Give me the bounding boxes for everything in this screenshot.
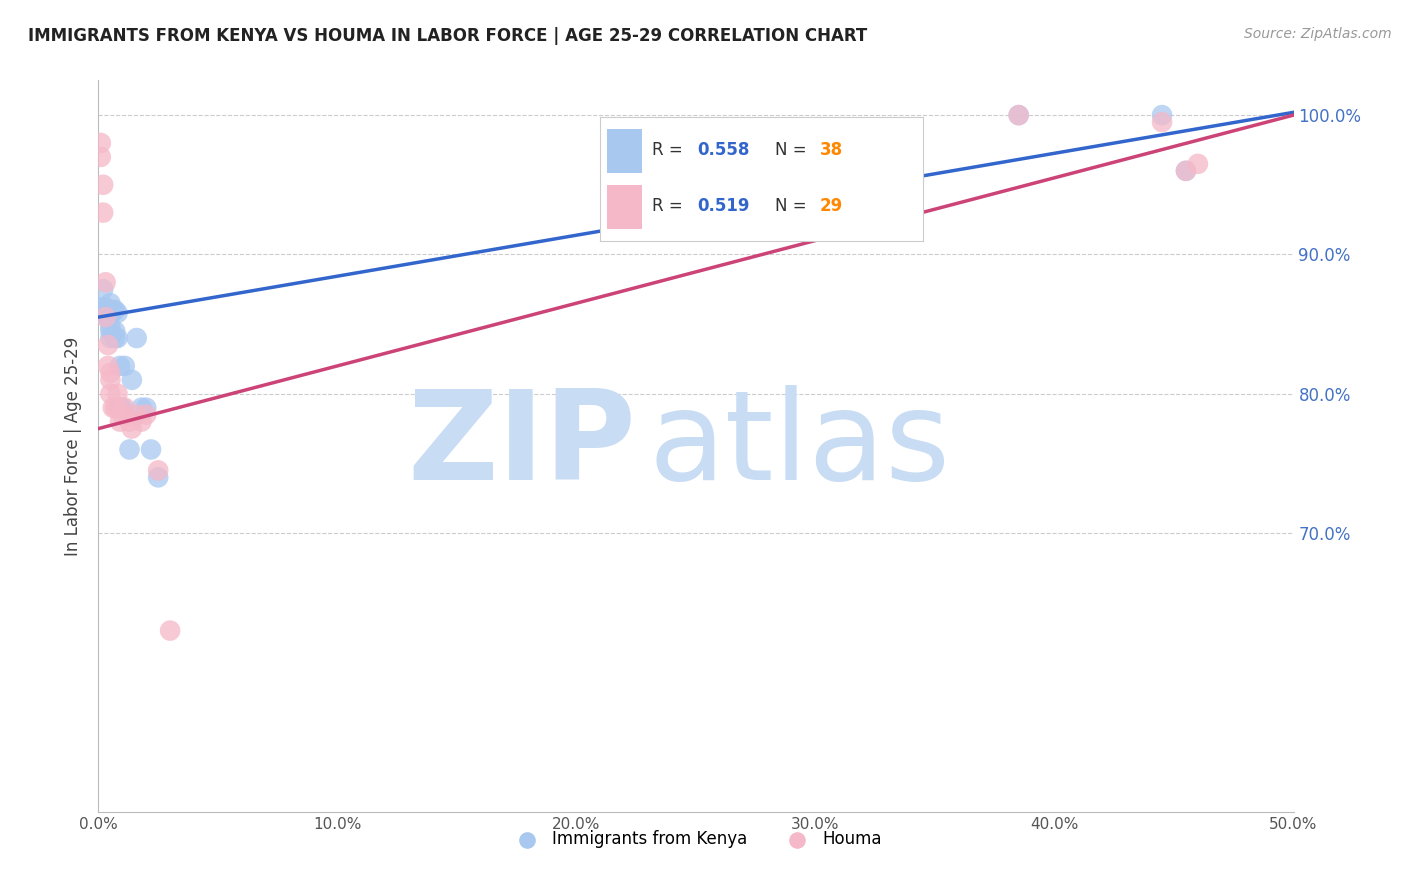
Point bbox=[94, 275, 117, 289]
Point bbox=[98, 373, 122, 387]
Point bbox=[148, 470, 170, 484]
Point bbox=[94, 301, 117, 315]
Point bbox=[97, 310, 120, 325]
Point bbox=[104, 331, 127, 345]
Point bbox=[97, 338, 120, 352]
Point bbox=[1008, 108, 1031, 122]
Point bbox=[107, 386, 129, 401]
Text: Source: ZipAtlas.com: Source: ZipAtlas.com bbox=[1244, 27, 1392, 41]
Point bbox=[98, 386, 122, 401]
Point bbox=[107, 401, 129, 415]
Text: IMMIGRANTS FROM KENYA VS HOUMA IN LABOR FORCE | AGE 25-29 CORRELATION CHART: IMMIGRANTS FROM KENYA VS HOUMA IN LABOR … bbox=[28, 27, 868, 45]
Point bbox=[125, 331, 148, 345]
Y-axis label: In Labor Force | Age 25-29: In Labor Force | Age 25-29 bbox=[65, 336, 83, 556]
Point bbox=[101, 306, 124, 320]
Legend: Immigrants from Kenya, Houma: Immigrants from Kenya, Houma bbox=[503, 823, 889, 855]
Point bbox=[148, 463, 170, 477]
Point bbox=[125, 408, 148, 422]
Point bbox=[91, 178, 114, 192]
Point bbox=[135, 401, 157, 415]
Point bbox=[90, 136, 112, 150]
Point bbox=[1152, 115, 1174, 129]
Point bbox=[98, 307, 122, 321]
Point bbox=[97, 303, 120, 318]
Point bbox=[98, 366, 122, 380]
Point bbox=[90, 150, 112, 164]
Point bbox=[135, 408, 157, 422]
Text: ZIP: ZIP bbox=[408, 385, 637, 507]
Point bbox=[91, 307, 114, 321]
Point bbox=[131, 415, 153, 429]
Point bbox=[104, 324, 127, 338]
Point bbox=[98, 319, 122, 334]
Point bbox=[139, 442, 162, 457]
Point bbox=[90, 307, 112, 321]
Point bbox=[107, 331, 129, 345]
Point bbox=[121, 421, 143, 435]
Point bbox=[98, 296, 122, 310]
Point bbox=[94, 307, 117, 321]
Point bbox=[101, 303, 124, 318]
Point bbox=[101, 401, 124, 415]
Point bbox=[1175, 164, 1198, 178]
Point bbox=[98, 331, 122, 345]
Point bbox=[97, 359, 120, 373]
Point bbox=[111, 408, 134, 422]
Point bbox=[104, 303, 127, 318]
Point bbox=[1008, 108, 1031, 122]
Point bbox=[91, 282, 114, 296]
Point bbox=[91, 205, 114, 219]
Point bbox=[94, 306, 117, 320]
Point bbox=[121, 373, 143, 387]
Point bbox=[108, 359, 131, 373]
Point bbox=[114, 359, 136, 373]
Point bbox=[131, 401, 153, 415]
Point bbox=[159, 624, 181, 638]
Point bbox=[1187, 157, 1209, 171]
Point bbox=[118, 442, 141, 457]
Point bbox=[108, 401, 131, 415]
Point bbox=[111, 401, 134, 415]
Point bbox=[107, 306, 129, 320]
Point bbox=[98, 324, 122, 338]
Text: atlas: atlas bbox=[648, 385, 950, 507]
Point bbox=[90, 301, 112, 315]
Point bbox=[98, 303, 122, 318]
Point bbox=[104, 401, 127, 415]
Point bbox=[94, 310, 117, 325]
Point bbox=[1152, 108, 1174, 122]
Point bbox=[1175, 164, 1198, 178]
Point bbox=[108, 415, 131, 429]
Point bbox=[114, 401, 136, 415]
Point bbox=[94, 307, 117, 321]
Point bbox=[97, 306, 120, 320]
Point bbox=[118, 415, 141, 429]
